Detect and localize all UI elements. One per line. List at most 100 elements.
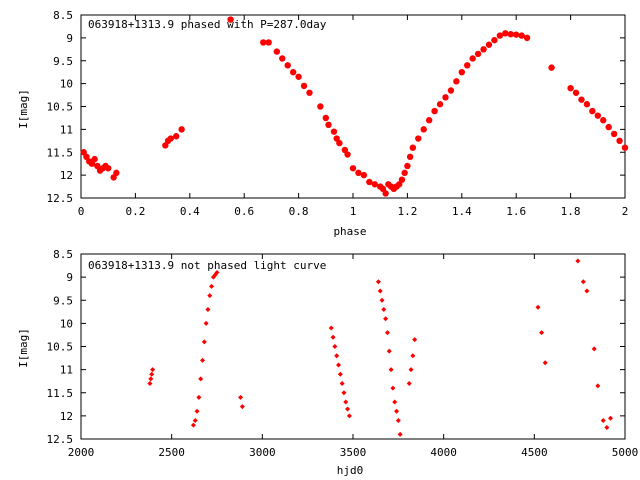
data-point xyxy=(610,130,618,138)
x-tick-label: 1.4 xyxy=(452,205,472,218)
y-tick-label: 8.5 xyxy=(53,9,73,22)
data-point xyxy=(523,34,531,42)
data-point xyxy=(518,32,525,39)
data-point xyxy=(227,16,234,23)
data-point xyxy=(591,346,597,352)
data-point xyxy=(334,353,340,359)
data-point xyxy=(575,258,581,264)
data-point xyxy=(322,114,329,122)
data-point xyxy=(238,394,244,400)
data-point xyxy=(330,334,336,340)
data-point xyxy=(600,418,606,423)
x-tick-label: 1.2 xyxy=(397,205,417,218)
data-point xyxy=(289,68,297,76)
data-point xyxy=(300,82,308,90)
x-tick-label: 3000 xyxy=(249,446,276,459)
data-point xyxy=(147,381,153,386)
data-point xyxy=(485,41,493,48)
data-point xyxy=(344,151,351,158)
data-point xyxy=(447,87,455,94)
bottom-plot-ticks: 2000 2500 3000 3500 4000 4500 5000 8.5 9 9.5 10 10.… xyxy=(47,248,639,459)
data-point xyxy=(328,325,334,331)
data-point xyxy=(330,128,338,135)
data-point xyxy=(502,30,509,37)
data-point xyxy=(431,107,438,115)
data-point xyxy=(412,337,418,343)
data-point xyxy=(336,139,343,147)
data-point xyxy=(408,367,414,373)
top-plot-ylabel: I[mag] xyxy=(17,89,30,129)
bottom-plot-points xyxy=(147,258,613,437)
data-point xyxy=(205,307,211,312)
data-point xyxy=(295,73,302,80)
y-tick-label: 12 xyxy=(60,410,73,423)
data-point xyxy=(203,320,209,326)
y-tick-label: 11.5 xyxy=(47,387,74,400)
y-tick-label: 10.5 xyxy=(47,341,74,354)
data-point xyxy=(616,137,623,145)
data-point xyxy=(580,279,586,285)
x-tick-label: 1.6 xyxy=(506,205,526,218)
x-tick-label: 5000 xyxy=(612,446,639,459)
data-point xyxy=(464,62,471,69)
data-point xyxy=(458,68,465,76)
data-point xyxy=(513,31,520,38)
data-point xyxy=(401,169,408,177)
data-point xyxy=(150,367,156,373)
x-tick-label: 4500 xyxy=(521,446,548,459)
data-point xyxy=(273,48,281,55)
data-point xyxy=(337,371,343,377)
top-plot-ticks: 0 0.2 0.4 0.6 0.8 1 1.2 1.4 1.6 1.8 2 8.5 9 9.5 10 10.5… xyxy=(47,9,629,218)
data-point xyxy=(325,121,332,128)
top-plot-title: 063918+1313.9 phased with P=287.0day xyxy=(88,18,327,31)
data-point xyxy=(149,371,155,377)
data-point xyxy=(105,165,112,172)
data-point xyxy=(404,162,411,170)
data-point xyxy=(567,85,574,92)
data-point xyxy=(167,135,174,142)
y-tick-label: 9.5 xyxy=(53,294,73,307)
data-point xyxy=(535,304,541,310)
bottom-plot-frame xyxy=(80,253,626,440)
data-point xyxy=(194,408,200,414)
data-point xyxy=(190,422,196,428)
data-point xyxy=(201,339,207,345)
data-point xyxy=(578,96,585,103)
data-point xyxy=(491,36,498,44)
x-tick-label: 0 xyxy=(78,205,85,218)
data-point xyxy=(409,144,417,151)
data-point xyxy=(377,288,383,294)
top-plot-xlabel: phase xyxy=(333,225,366,238)
data-point xyxy=(480,46,487,53)
data-point xyxy=(395,418,401,423)
data-point xyxy=(345,406,351,412)
bottom-plot-title: 063918+1313.9 not phased light curve xyxy=(88,259,326,272)
x-tick-label: 0.6 xyxy=(234,205,254,218)
data-point xyxy=(539,330,545,336)
data-point xyxy=(346,413,352,419)
data-point xyxy=(360,171,368,179)
data-point xyxy=(607,415,613,421)
data-point xyxy=(113,169,120,177)
data-point xyxy=(442,94,449,101)
bottom-plot-ylabel: I[mag] xyxy=(17,328,30,368)
y-tick-label: 11 xyxy=(60,123,73,136)
y-tick-label: 12.5 xyxy=(47,433,74,446)
data-point xyxy=(507,31,514,38)
y-tick-label: 10 xyxy=(60,78,73,91)
y-tick-label: 9 xyxy=(66,271,73,284)
x-tick-label: 4000 xyxy=(430,446,457,459)
x-tick-label: 3500 xyxy=(340,446,367,459)
data-point xyxy=(214,270,220,275)
data-point xyxy=(388,367,394,373)
data-point xyxy=(379,297,385,303)
data-point xyxy=(260,39,267,46)
data-point xyxy=(265,39,272,46)
data-point xyxy=(207,293,213,299)
x-tick-label: 2500 xyxy=(158,446,185,459)
x-tick-label: 0.8 xyxy=(289,205,309,218)
data-point xyxy=(589,107,596,115)
data-point xyxy=(453,78,460,85)
data-point xyxy=(199,357,205,363)
